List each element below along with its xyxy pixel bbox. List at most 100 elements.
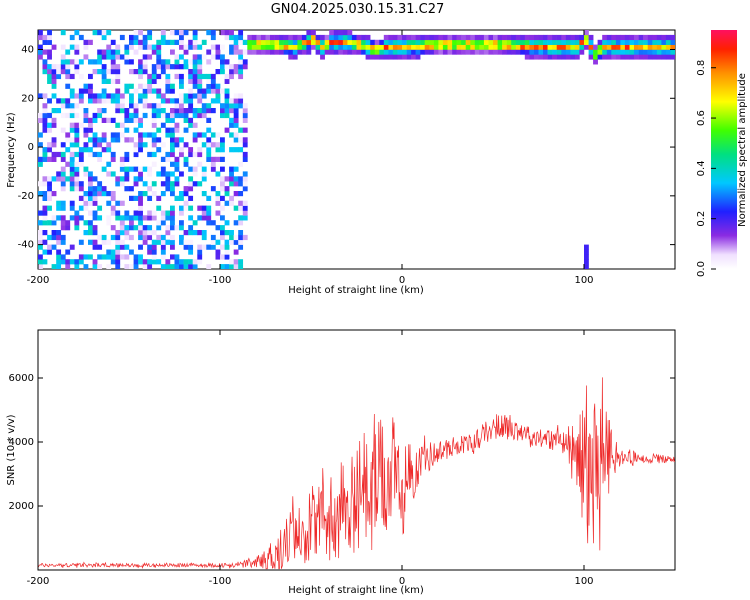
spectrogram-cell <box>83 195 89 201</box>
spectrogram-cell <box>197 244 203 250</box>
spectrogram-cell <box>160 98 166 104</box>
spectrogram-cell <box>78 215 84 221</box>
spectrogram-cell <box>643 39 648 45</box>
spectrogram-cell <box>170 137 175 143</box>
spectrogram-cell <box>233 69 239 75</box>
spectrogram-cell <box>129 93 134 99</box>
spectrogram-cell <box>88 210 93 216</box>
spectrogram-cell <box>179 64 184 70</box>
spectrogram-cell <box>206 78 212 84</box>
spectrogram-cell <box>415 39 421 45</box>
spectrogram-cell <box>579 39 585 45</box>
spectrogram-cell <box>233 132 239 138</box>
spectrogram-cell <box>238 244 244 250</box>
spectrogram-cell <box>156 49 162 55</box>
spectrogram-cell <box>342 34 348 41</box>
spectrogram-cell <box>502 49 507 55</box>
colorbar-tick-label: 0.4 <box>696 160 707 176</box>
spectrogram-cell <box>170 161 175 167</box>
spectrogram-cell <box>192 132 198 138</box>
spectrogram-cell <box>151 44 157 50</box>
spectrogram-cell <box>51 234 57 241</box>
spectrogram-cell <box>224 73 230 80</box>
spectrogram-cell <box>174 127 180 133</box>
spectrogram-cell <box>288 39 294 45</box>
spectrogram-cell <box>69 112 75 119</box>
spectrogram-cell <box>220 195 225 201</box>
spectrogram-cell <box>502 39 507 45</box>
spectrogram-cell <box>69 200 75 206</box>
spectrogram-cell <box>78 195 84 201</box>
spectrogram-cell <box>179 108 184 114</box>
spectrogram-cell <box>188 166 194 172</box>
spectrogram-cell <box>497 49 503 55</box>
spectrogram-cell <box>124 156 130 162</box>
spectrogram-cell <box>56 151 62 158</box>
spectrogram-cell <box>97 98 103 104</box>
spectrogram-cell <box>643 34 648 41</box>
spectrogram-cell <box>156 93 162 99</box>
spectrogram-cell <box>165 73 171 80</box>
spectrogram-cell <box>170 30 175 36</box>
spectrogram-cell <box>174 39 180 45</box>
spectrogram-cell <box>42 49 48 55</box>
spectrogram-cell <box>51 151 57 158</box>
spectrogram-cell <box>47 205 52 211</box>
spectrogram-cell <box>206 137 212 143</box>
spectrogram-cell <box>147 230 153 236</box>
spectrogram-cell <box>151 122 157 128</box>
spectrogram-cell <box>110 195 116 201</box>
y-tick-label: 6000 <box>9 373 34 384</box>
spectrogram-cell <box>101 98 107 104</box>
spectrogram-cell <box>424 39 430 45</box>
spectrogram-cell <box>142 230 148 236</box>
spectrogram-cell <box>233 137 239 143</box>
spectrogram-cell <box>452 49 457 55</box>
spectrogram-cell <box>210 156 216 162</box>
spectrogram-cell <box>188 195 194 201</box>
spectrogram-cell <box>65 147 71 153</box>
spectrogram-cell <box>602 49 608 55</box>
spectrogram-cell <box>224 78 230 84</box>
spectrogram-cell <box>133 210 139 216</box>
spectrogram-cell <box>78 59 84 65</box>
spectrogram-cell <box>197 181 203 187</box>
spectrogram-cell <box>447 34 453 41</box>
spectrogram-cell <box>192 122 198 128</box>
spectrogram-cell <box>220 64 225 70</box>
spectrogram-cell <box>461 44 466 50</box>
spectrogram-cell <box>88 137 93 143</box>
spectrogram-cell <box>438 49 444 55</box>
spectrogram-cell <box>69 166 75 172</box>
spectrogram-cell <box>133 69 139 75</box>
spectrogram-cell <box>92 259 98 265</box>
spectrogram-cell <box>624 34 630 41</box>
spectrogram-cell <box>129 59 134 65</box>
y-tick-label: 20 <box>21 93 34 104</box>
spectrogram-cell <box>201 112 207 119</box>
spectrogram-cell <box>156 239 162 245</box>
spectrogram-cell <box>233 239 239 245</box>
spectrogram-cell <box>192 230 198 236</box>
spectrogram-cell <box>92 142 98 148</box>
spectrogram-cell <box>224 220 230 226</box>
spectrogram-cell <box>88 191 93 197</box>
spectrogram-cell <box>156 220 162 226</box>
spectrogram-cell <box>170 147 175 153</box>
spectrogram-cell <box>101 64 107 70</box>
spectrogram-cell <box>634 39 639 45</box>
spectrogram-cell <box>174 54 180 60</box>
spectrogram-cell <box>160 142 166 148</box>
spectrogram-cell <box>124 49 130 55</box>
spectrogram-cell <box>379 39 385 45</box>
spectrogram-cell <box>442 49 448 55</box>
spectrogram-cell <box>42 259 48 265</box>
spectrogram-cell <box>483 49 489 55</box>
spectrogram-cell <box>224 103 230 109</box>
spectrogram-cell <box>215 44 221 50</box>
spectrogram-cell <box>306 30 312 36</box>
spectrogram-cell <box>110 69 116 75</box>
spectrogram-cell <box>97 112 103 119</box>
spectrogram-cell <box>238 73 244 80</box>
spectrogram-cell <box>433 39 439 45</box>
